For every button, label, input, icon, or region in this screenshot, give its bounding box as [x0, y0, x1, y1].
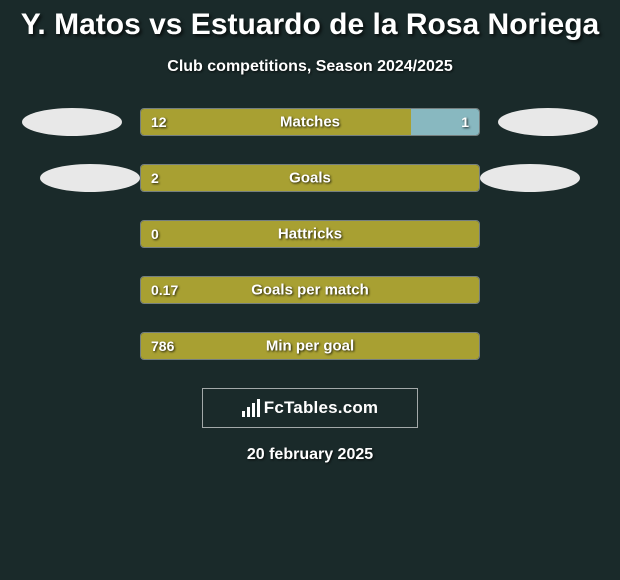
stat-row: 786 Min per goal: [0, 332, 620, 360]
stats-list: 12Matches12Goals0Hattricks0.17Goals per …: [0, 108, 620, 360]
stat-value-left: 0: [151, 226, 159, 242]
stat-label: Goals: [289, 170, 331, 187]
logo-text: FcTables.com: [264, 398, 379, 418]
stat-value-left: 2: [151, 170, 159, 186]
stat-label: Hattricks: [278, 226, 342, 243]
bar-chart-icon: [242, 399, 260, 417]
page-title: Y. Matos vs Estuardo de la Rosa Noriega: [0, 8, 620, 42]
stat-bar: 12 Matches 1: [140, 108, 480, 136]
player-left-marker: [40, 164, 140, 192]
player-right-marker: [498, 108, 598, 136]
comparison-card: Y. Matos vs Estuardo de la Rosa Noriega …: [0, 0, 620, 464]
stat-bar: 786 Min per goal: [140, 332, 480, 360]
source-logo: FcTables.com: [202, 388, 418, 428]
subtitle: Club competitions, Season 2024/2025: [0, 58, 620, 76]
stat-value-left: 786: [151, 338, 174, 354]
stat-bar: 0 Hattricks: [140, 220, 480, 248]
stat-label: Min per goal: [266, 338, 354, 355]
player-right-marker: [480, 164, 580, 192]
generation-date: 20 february 2025: [0, 446, 620, 464]
stat-value-left: 12: [151, 114, 167, 130]
stat-bar: 2 Goals: [140, 164, 480, 192]
stat-value-right: 1: [461, 114, 469, 130]
stat-label: Matches: [280, 114, 340, 131]
stat-value-left: 0.17: [151, 282, 178, 298]
player-left-marker: [22, 108, 122, 136]
stat-label: Goals per match: [251, 282, 369, 299]
stat-row: 12 Matches 1: [0, 108, 620, 136]
bar-segment-left: [141, 109, 411, 135]
stat-row: 0.17 Goals per match: [0, 276, 620, 304]
stat-bar: 0.17 Goals per match: [140, 276, 480, 304]
stat-row: 0 Hattricks: [0, 220, 620, 248]
stat-row: 2 Goals: [0, 164, 620, 192]
